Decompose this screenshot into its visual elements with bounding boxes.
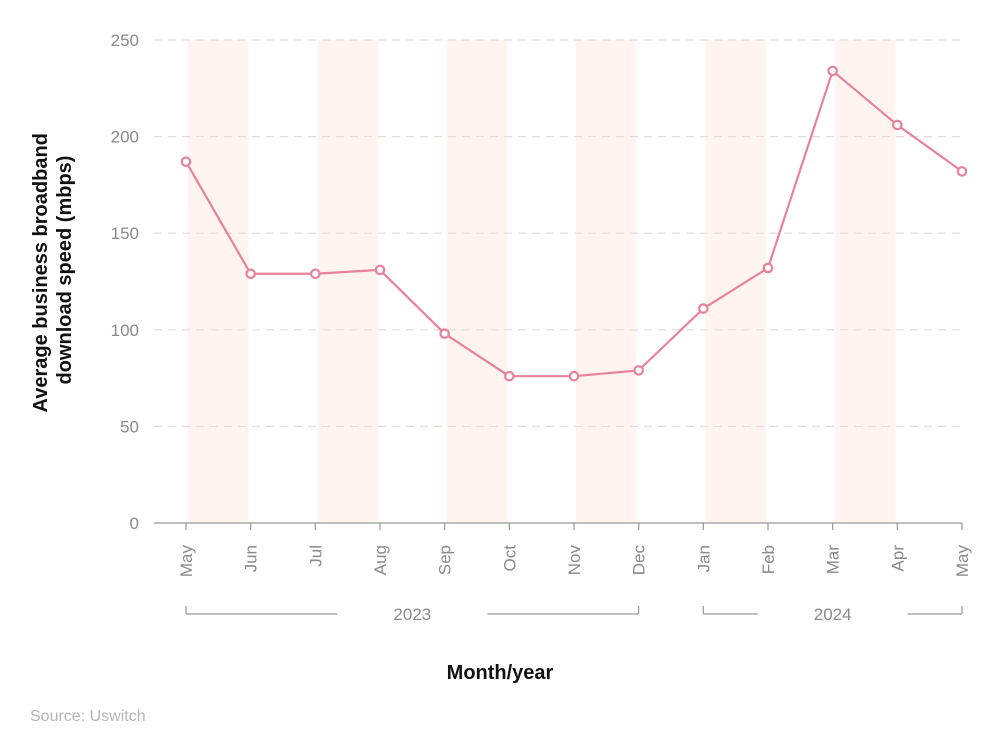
x-tick-label: Mar <box>824 545 843 575</box>
y-axis-title-line-1: Average business broadband <box>30 133 52 412</box>
y-tick-label: 150 <box>111 224 139 243</box>
year-groups: 2023 2024 <box>185 605 963 624</box>
data-point <box>245 268 256 280</box>
data-point <box>956 166 968 177</box>
y-tick-label: 0 <box>130 514 139 533</box>
x-axis-title: Month/year <box>447 662 554 684</box>
data-point <box>633 365 644 376</box>
data-point <box>762 262 774 274</box>
x-tick-label: May <box>177 545 196 578</box>
group-label: 2023 <box>393 605 431 624</box>
x-tick-label: Apr <box>888 545 907 572</box>
x-axis: May Jun Jul Aug Sep Oct Nov Dec Jan Feb Mar Apr May <box>154 522 972 578</box>
shaded-band <box>188 40 249 523</box>
source-note: Source: Uswitch <box>30 708 146 725</box>
data-point <box>827 65 838 77</box>
data-point <box>310 268 321 280</box>
y-tick-label: 250 <box>111 31 139 50</box>
y-gridlines <box>154 39 962 427</box>
data-point <box>568 370 580 382</box>
shaded-band <box>446 40 508 523</box>
x-tick-label: Jun <box>242 545 261 572</box>
y-axis-title-line-2: download speed (mbps) <box>54 156 76 385</box>
data-point <box>892 119 903 131</box>
y-tick-label: 50 <box>120 417 139 436</box>
data-point <box>439 328 450 339</box>
y-tick-label: 200 <box>111 128 139 147</box>
shaded-band <box>834 40 896 523</box>
shaded-band <box>705 40 766 523</box>
x-tick-label: Oct <box>500 545 519 572</box>
shaded-band <box>576 40 637 523</box>
data-point <box>504 370 515 382</box>
data-point <box>698 303 709 314</box>
x-tick-label: May <box>953 545 972 578</box>
x-tick-label: Nov <box>565 545 584 576</box>
x-tick-label: Dec <box>630 545 649 576</box>
group-label: 2024 <box>814 605 852 624</box>
x-tick-label: Sep <box>436 545 455 575</box>
data-point <box>180 156 192 168</box>
y-axis-title: Average business broadband download spee… <box>30 128 76 413</box>
data-point <box>374 264 386 276</box>
shaded-bands <box>188 40 896 523</box>
y-tick-label: 100 <box>111 321 139 340</box>
x-tick-label: Jan <box>694 545 713 572</box>
series-line <box>180 65 968 382</box>
x-tick-label: Jul <box>306 545 325 567</box>
x-tick-label: Feb <box>759 545 778 574</box>
x-tick-label: Aug <box>371 545 390 575</box>
shaded-band <box>317 40 378 523</box>
y-tick-labels: 0 50 100 150 200 250 <box>111 31 139 533</box>
